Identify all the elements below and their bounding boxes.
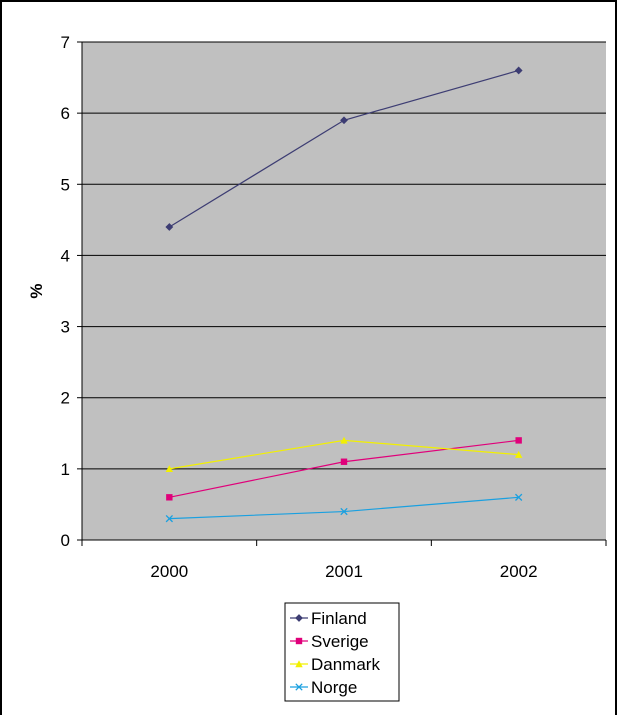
legend-item-finland: Finland: [290, 609, 367, 628]
y-tick-label: 5: [61, 175, 70, 194]
series-danmark: [165, 436, 523, 473]
x-tick-label: 2000: [150, 562, 188, 581]
x-tick-labels: 2000 2001 2002: [150, 562, 537, 581]
y-tick-label: 3: [61, 318, 70, 337]
data-point-sverige: [166, 494, 173, 501]
legend-box: [284, 602, 400, 702]
data-point-norge: [165, 514, 173, 523]
x-tick-label: 2001: [325, 562, 363, 581]
y-tick-label: 1: [61, 460, 70, 479]
legend-item-norge: Norge: [290, 678, 357, 697]
marker-stroke: [165, 514, 173, 523]
legend-item-danmark: Danmark: [290, 655, 380, 674]
marker-stroke: [340, 507, 348, 516]
legend-item-sverige: Sverige: [290, 632, 369, 651]
data-point-finland: [340, 116, 348, 125]
legend-label: Danmark: [311, 655, 380, 674]
y-tick-labels: 0 1 2 3 4 5 6 7: [61, 33, 70, 550]
y-tick-label: 4: [61, 246, 70, 265]
legend-label: Finland: [311, 609, 367, 628]
axes: [77, 41, 607, 546]
data-point-finland: [514, 66, 523, 75]
legend-marker: [295, 637, 303, 645]
legend-marker: [295, 683, 303, 691]
data-point-norge: [515, 493, 523, 501]
data-point-finland: [165, 223, 174, 231]
data-point-norge: [340, 507, 348, 516]
legend-label: Sverige: [311, 632, 369, 651]
data-point-sverige: [515, 437, 522, 444]
data-point-sverige: [340, 458, 348, 465]
legend: Finland Sverige Danmark Norge: [284, 602, 400, 702]
marker-stroke: [295, 683, 303, 691]
marker-stroke: [515, 493, 523, 501]
series-sverige: [166, 437, 522, 501]
y-axis-label: %: [27, 283, 46, 298]
y-tick-label: 2: [61, 389, 70, 408]
series-finland: [165, 66, 523, 231]
data-point-danmark: [165, 465, 174, 473]
y-tick-label: 6: [61, 104, 70, 123]
legend-marker: [295, 614, 303, 622]
data-point-danmark: [514, 450, 523, 458]
series-norge: [165, 493, 523, 523]
legend-label: Norge: [311, 678, 357, 697]
legend-marker: [295, 660, 303, 668]
data-point-danmark: [340, 436, 348, 444]
series-lines: [165, 66, 523, 523]
x-tick-label: 2002: [500, 562, 538, 581]
y-tick-label: 0: [61, 531, 70, 550]
y-tick-label: 7: [61, 33, 70, 52]
